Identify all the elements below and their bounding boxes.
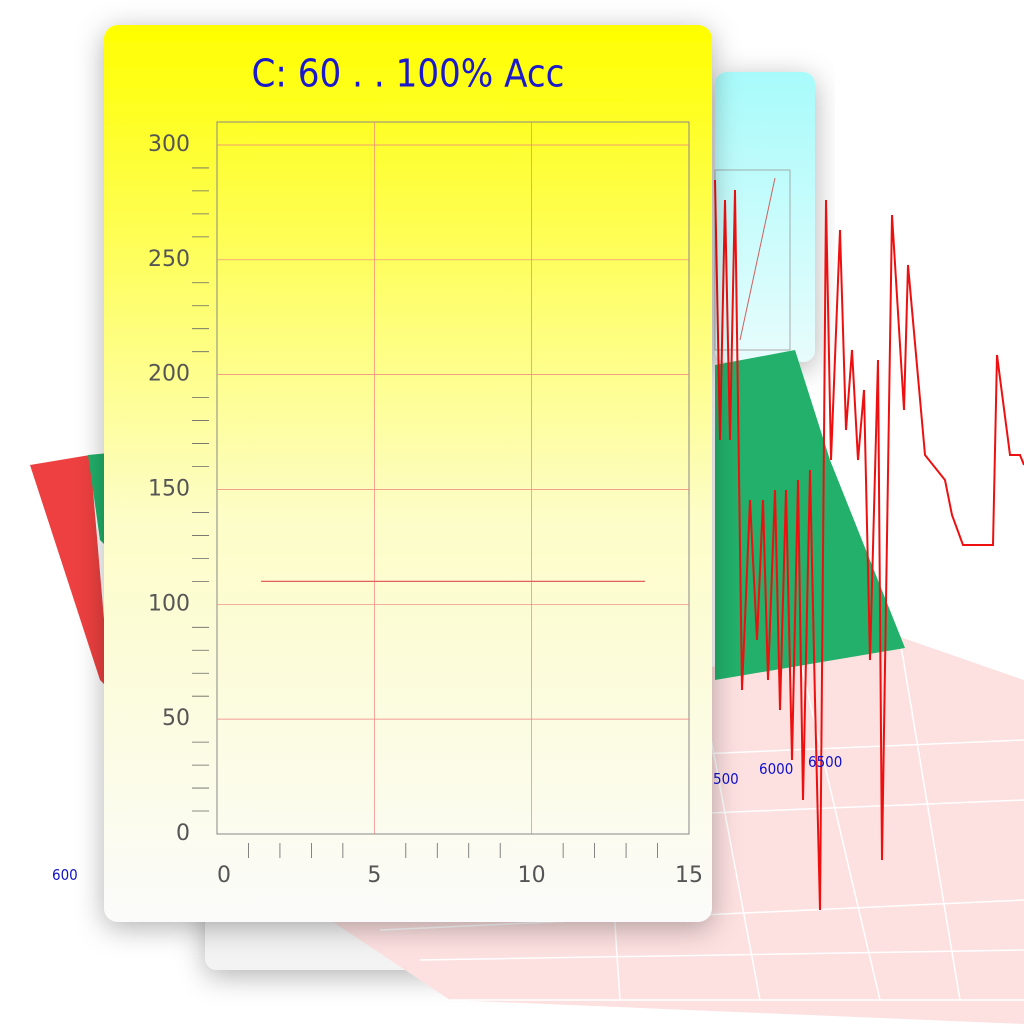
chart-card <box>104 25 712 922</box>
y-tick-label: 0 <box>176 821 190 846</box>
cyan-line <box>739 177 776 341</box>
background-label: 600 <box>52 866 78 884</box>
y-tick-label: 300 <box>148 132 190 157</box>
plot-frame <box>216 121 690 835</box>
x-tick-label: 10 <box>518 863 546 888</box>
y-tick-label: 200 <box>148 362 190 387</box>
background-label: 6000 <box>759 760 793 778</box>
y-tick-label: 250 <box>148 247 190 272</box>
chart-title: C: 60 . . 100% Acc <box>252 52 565 96</box>
y-tick-label: 150 <box>148 476 190 501</box>
y-tick-label: 100 <box>148 591 190 616</box>
x-tick-label: 0 <box>217 863 231 888</box>
y-tick-label: 50 <box>162 706 190 731</box>
back-series-line <box>714 179 1024 911</box>
x-tick-label: 15 <box>675 863 703 888</box>
cyan-card <box>715 72 815 362</box>
background-label: 6500 <box>808 753 842 771</box>
background-label: 500 <box>713 770 739 788</box>
plot: 0 50 100 150 200 250 300 0 5 10 15 <box>148 122 703 888</box>
x-tick-label: 5 <box>367 863 381 888</box>
red-plane <box>30 455 110 690</box>
cyan-plot <box>714 169 791 351</box>
